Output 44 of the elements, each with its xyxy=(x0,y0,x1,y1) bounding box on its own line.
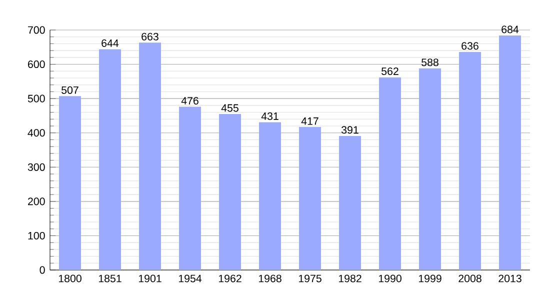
bar xyxy=(339,136,362,270)
data-label: 588 xyxy=(422,58,438,66)
data-label: 391 xyxy=(342,126,358,134)
y-tick-label: 600 xyxy=(28,60,45,68)
bar xyxy=(459,52,482,270)
y-tick-label: 700 xyxy=(28,26,45,34)
bar xyxy=(219,114,242,270)
bar xyxy=(179,106,201,270)
bar xyxy=(139,42,161,270)
x-tick-label: 2013 xyxy=(498,274,522,282)
data-label: 431 xyxy=(261,112,278,120)
data-label: 636 xyxy=(462,42,478,50)
data-label: 417 xyxy=(301,117,318,125)
x-tick-label: 1954 xyxy=(178,274,202,282)
bar xyxy=(499,35,521,270)
data-label: 663 xyxy=(142,32,158,40)
bar xyxy=(379,77,401,270)
y-tick-label: 300 xyxy=(28,163,45,171)
x-tick-label: 2008 xyxy=(458,274,482,282)
x-tick-label: 1990 xyxy=(378,274,402,282)
data-label: 507 xyxy=(62,86,78,94)
y-tick-label: 400 xyxy=(28,129,45,137)
bar xyxy=(59,96,81,270)
x-tick-label: 1962 xyxy=(218,274,242,282)
bar xyxy=(99,49,121,270)
y-tick-label: 100 xyxy=(28,232,45,240)
x-tick-label: 1901 xyxy=(138,274,162,282)
y-tick-label: 0 xyxy=(40,266,45,274)
x-tick-label: 1800 xyxy=(58,274,82,282)
bar xyxy=(299,127,321,270)
x-tick-label: 1851 xyxy=(98,274,122,282)
data-label: 644 xyxy=(102,39,119,47)
bar xyxy=(259,122,281,270)
y-tick-label: 500 xyxy=(28,94,45,102)
y-tick-label: 200 xyxy=(28,198,45,206)
x-tick-label: 1975 xyxy=(298,274,322,282)
data-label: 455 xyxy=(221,104,238,112)
data-label: 562 xyxy=(382,68,398,76)
data-label: 684 xyxy=(502,26,519,34)
x-tick-label: 1999 xyxy=(418,274,442,282)
data-label: 476 xyxy=(181,96,198,105)
bar xyxy=(419,68,442,270)
x-tick-label: 1968 xyxy=(258,274,282,282)
x-tick-label: 1982 xyxy=(338,274,362,282)
